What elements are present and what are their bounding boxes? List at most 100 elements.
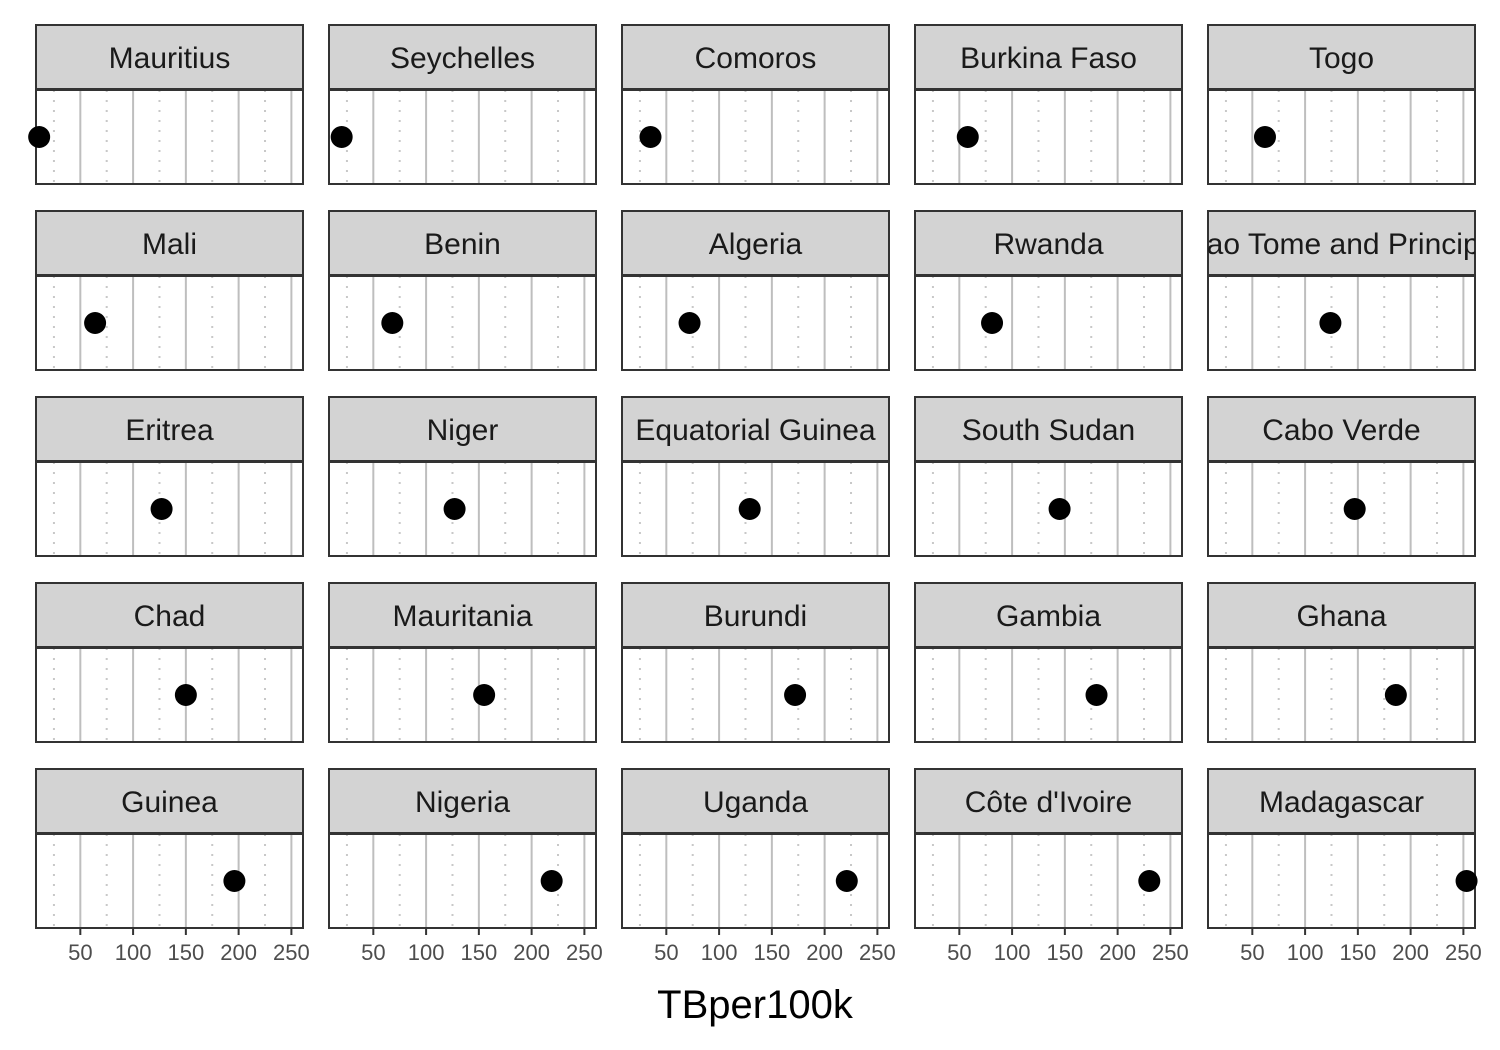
panel-border [914, 647, 1183, 743]
panel-border [1207, 461, 1476, 557]
facet-panel: Equatorial Guinea [621, 396, 890, 557]
facet-strip [621, 210, 890, 276]
panel-border [621, 275, 890, 371]
plot-background [329, 276, 596, 370]
facet-strip-label: Burkina Faso [960, 42, 1137, 75]
facet-strip-label: Mauritania [392, 600, 532, 633]
facet-panel: Mali [35, 210, 304, 371]
x-tick-label: 250 [273, 940, 310, 965]
data-point [443, 498, 466, 520]
facet-panel: Burkina Faso [914, 24, 1183, 185]
plot-background [622, 276, 889, 370]
facet-strip [621, 396, 890, 462]
plot-background [915, 648, 1182, 742]
facet-panel: Mauritius [28, 24, 304, 185]
plot-background [915, 90, 1182, 184]
facet-strip [35, 582, 304, 648]
x-tick-label: 200 [220, 940, 257, 965]
x-tick-label: 150 [1339, 940, 1376, 965]
facet-strip-label: Côte d'Ivoire [965, 786, 1132, 819]
panel-border [35, 647, 304, 743]
facet-strip [914, 24, 1183, 90]
x-tick-label: 150 [460, 940, 497, 965]
data-point [1138, 870, 1161, 892]
data-point [738, 498, 761, 520]
facet-strip [1207, 210, 1476, 276]
x-tick-label: 50 [1240, 940, 1264, 965]
facet-panel: Cabo Verde [1207, 396, 1476, 557]
facet-panel: South Sudan [914, 396, 1183, 557]
facet-panel: Comoros [621, 24, 890, 185]
x-tick-label: 50 [68, 940, 92, 965]
facet-panel: Eritrea [35, 396, 304, 557]
plot-background [329, 648, 596, 742]
plot-background [329, 90, 596, 184]
x-tick-label: 150 [1046, 940, 1083, 965]
facet-panel: Niger [328, 396, 597, 557]
data-point [174, 684, 197, 706]
data-point [223, 870, 246, 892]
data-point [28, 126, 51, 148]
facet-strip [621, 582, 890, 648]
plot-background [915, 462, 1182, 556]
panel-border [621, 461, 890, 557]
x-tick-label: 250 [859, 940, 896, 965]
x-tick-label: 250 [1152, 940, 1189, 965]
x-tick-label: 150 [167, 940, 204, 965]
x-tick-label: 250 [566, 940, 603, 965]
facet-strip [914, 396, 1183, 462]
facet-panel: Guinea 50 100 150 200 250 [35, 768, 310, 965]
plot-background [1208, 90, 1475, 184]
facet-strip-label: Cabo Verde [1262, 414, 1420, 447]
panel-border [914, 461, 1183, 557]
data-point [678, 312, 701, 334]
facet-strip-label: Gambia [996, 600, 1101, 633]
facet-strip-label: Mali [142, 228, 197, 261]
panel-border [621, 833, 890, 929]
facet-strip-label: Burundi [704, 600, 807, 633]
x-tick-label: 50 [361, 940, 385, 965]
plot-background [1208, 834, 1475, 928]
facet-strip [1207, 768, 1476, 834]
panel-border [621, 647, 890, 743]
facet-strip-label: Rwanda [993, 228, 1103, 261]
plot-background [1208, 462, 1475, 556]
facet-strip-label: Equatorial Guinea [635, 414, 875, 447]
x-tick-label: 100 [1287, 940, 1324, 965]
panel-border [1207, 275, 1476, 371]
plot-background [622, 90, 889, 184]
plot-background [915, 276, 1182, 370]
data-point [473, 684, 496, 706]
x-tick-label: 200 [513, 940, 550, 965]
facet-strip-label: Algeria [709, 228, 803, 261]
x-tick-label: 100 [994, 940, 1031, 965]
plot-background [1208, 276, 1475, 370]
facet-strip-label: Sao Tome and Principe [1187, 228, 1497, 261]
facet-panel: Burundi [621, 582, 890, 743]
data-point [956, 126, 979, 148]
data-point [1343, 498, 1366, 520]
panel-border [35, 275, 304, 371]
data-point [330, 126, 353, 148]
facet-strip-label: Comoros [695, 42, 817, 75]
facet-panel: Chad [35, 582, 304, 743]
facet-strip-label: Madagascar [1259, 786, 1424, 819]
facet-strip-label: Uganda [703, 786, 808, 819]
panel-border [1207, 89, 1476, 185]
panel-border [914, 89, 1183, 185]
facet-panel: Sao Tome and Principe [1187, 210, 1497, 371]
data-point [150, 498, 173, 520]
panel-border [914, 275, 1183, 371]
facet-strip-label: Guinea [121, 786, 218, 819]
plot-background [36, 90, 303, 184]
facet-strip-label: South Sudan [962, 414, 1135, 447]
panel-border [914, 833, 1183, 929]
facet-strip-label: Mauritius [109, 42, 231, 75]
facet-strip-label: Togo [1309, 42, 1374, 75]
facet-panel: Ghana [1207, 582, 1476, 743]
data-point [981, 312, 1004, 334]
facet-strip-label: Eritrea [125, 414, 214, 447]
facet-strip-label: Benin [424, 228, 501, 261]
panel-border [1207, 647, 1476, 743]
x-tick-label: 200 [1099, 940, 1136, 965]
